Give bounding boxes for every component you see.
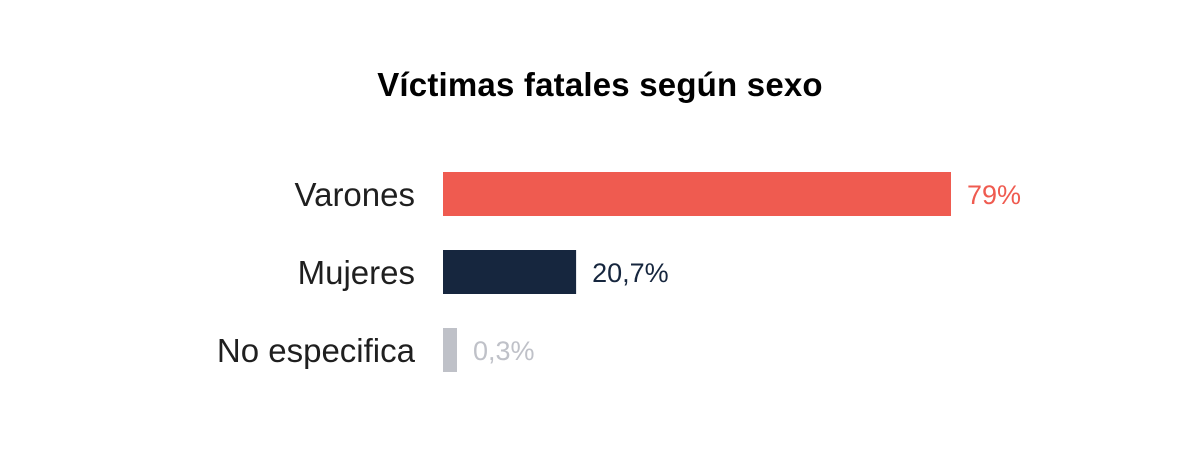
value-label-2: 0,3% <box>473 336 535 366</box>
bar-1 <box>443 250 577 294</box>
bar-2 <box>443 328 457 372</box>
value-label-1: 20,7% <box>592 258 669 288</box>
category-label-1: Mujeres <box>298 254 415 291</box>
category-label-2: No especifica <box>217 332 416 369</box>
category-label-0: Varones <box>295 176 415 213</box>
value-label-0: 79% <box>967 180 1021 210</box>
chart-title: Víctimas fatales según sexo <box>377 66 823 103</box>
bar-0 <box>443 172 951 216</box>
